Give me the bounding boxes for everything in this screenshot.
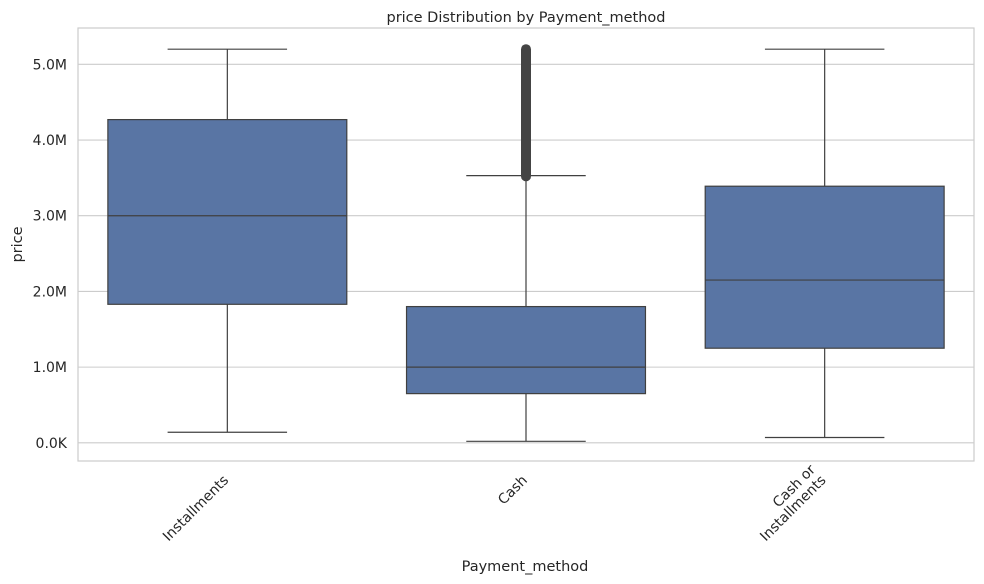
y-tick-label: 4.0M [33,133,67,149]
x-tick-label: Installments [160,473,232,545]
y-tick-label: 3.0M [33,209,67,225]
box-plots [107,44,945,442]
box-group [704,48,945,439]
x-axis-label: Payment_method [462,559,589,575]
x-tick-label: Cash [495,473,531,509]
chart-title: price Distribution by Payment_method [386,10,665,26]
y-tick-label: 5.0M [33,57,67,73]
y-tick-label: 1.0M [33,360,67,376]
x-axis-ticks: Installments Cash Cash orInstallments [160,462,830,545]
box-group [107,48,348,433]
y-tick-label: 0.0K [36,436,68,452]
box-group [405,44,647,442]
iqr-box [107,118,348,305]
y-axis-label: price [10,226,26,262]
y-axis-ticks: 0.0K 1.0M 2.0M 3.0M 4.0M 5.0M [33,57,68,451]
iqr-box [405,305,647,395]
y-tick-label: 2.0M [33,284,67,300]
x-tick-label: Cash orInstallments [747,462,830,545]
iqr-box [704,185,945,349]
